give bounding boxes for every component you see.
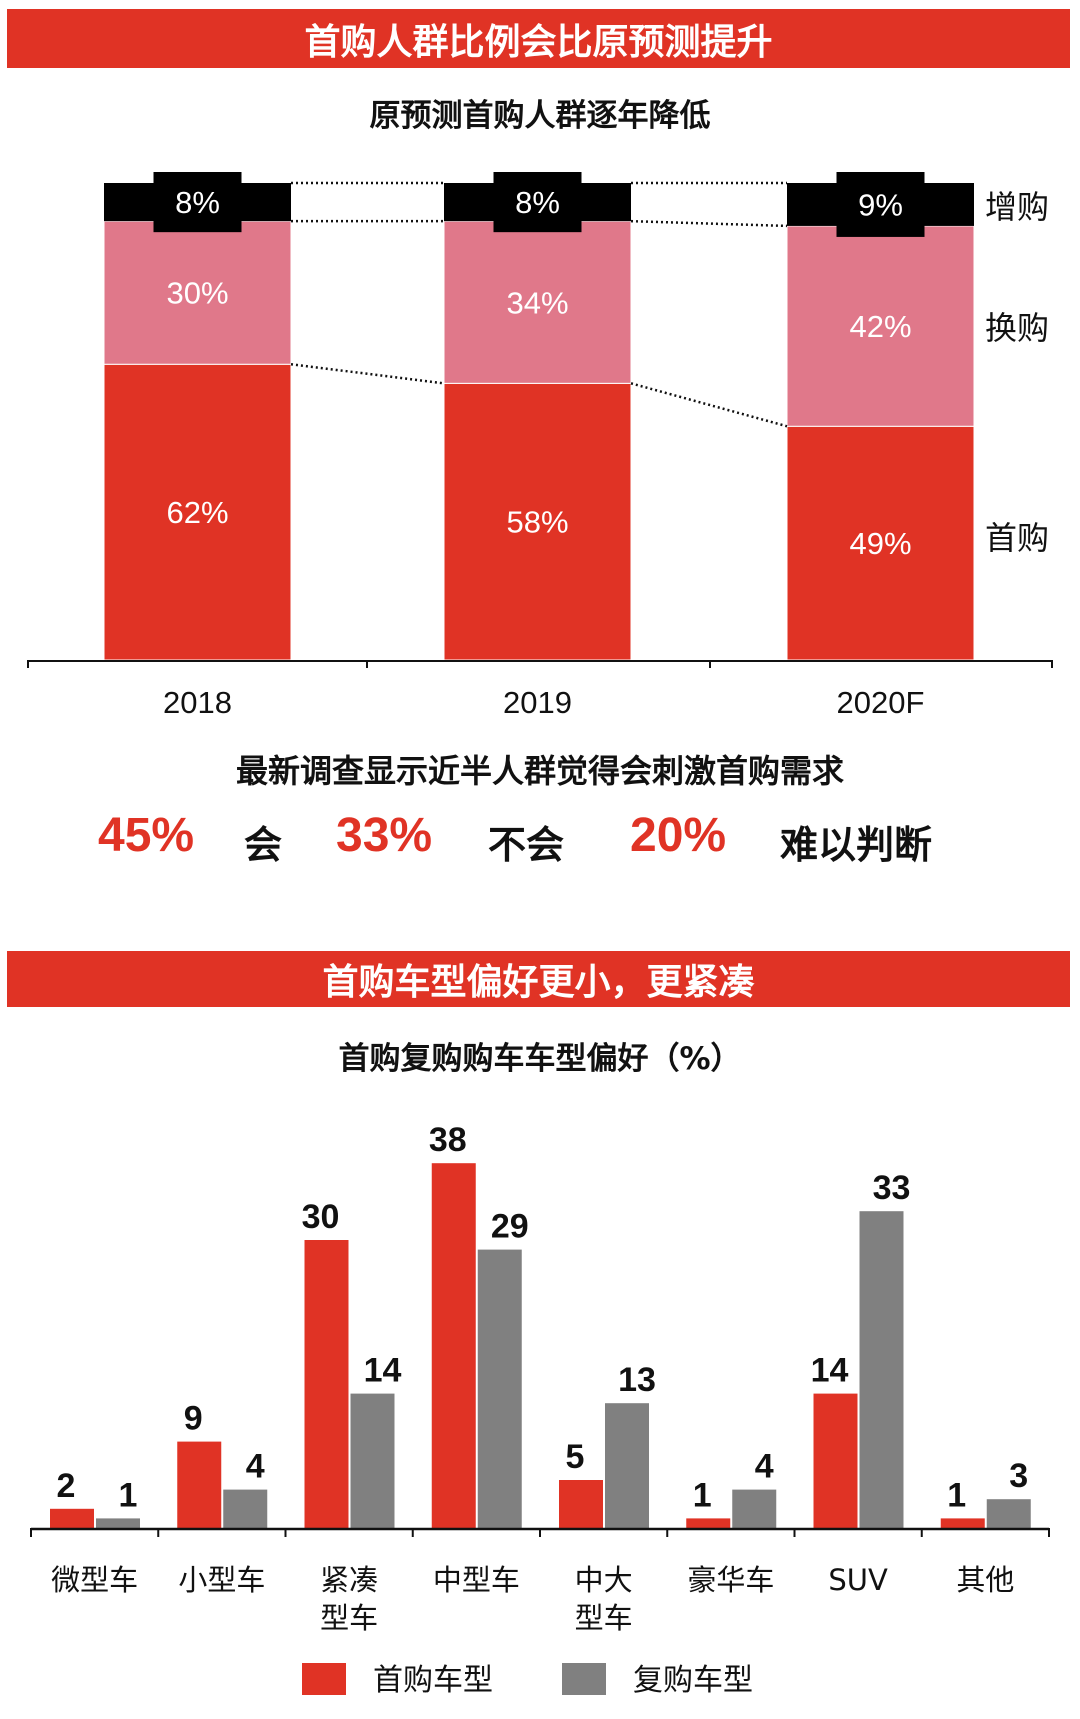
value-tag bbox=[153, 172, 242, 233]
data-label: 9 bbox=[184, 1400, 203, 1438]
data-label: 4 bbox=[755, 1448, 774, 1486]
stat-yes-label: 会 bbox=[244, 823, 283, 867]
legend-label: 复购车型 bbox=[633, 1663, 753, 1698]
data-label: 1 bbox=[119, 1476, 138, 1514]
chart2-title: 首购复购购车车型偏好（%） bbox=[338, 1041, 742, 1077]
data-label: 8% bbox=[175, 185, 220, 220]
bar-segment-换购 bbox=[103, 220, 292, 365]
x-tick-label: 中型车 bbox=[433, 1563, 520, 1597]
survey-title: 最新调查显示近半人群觉得会刺激首购需求 bbox=[235, 752, 844, 790]
data-label: 9% bbox=[858, 187, 903, 222]
x-tick-label: 微型车 bbox=[51, 1563, 138, 1597]
dotted-connector bbox=[290, 363, 445, 385]
bar-segment-换购 bbox=[786, 225, 975, 427]
bar-repeat-purchase bbox=[859, 1211, 904, 1528]
data-label: 30% bbox=[166, 276, 228, 311]
x-tick-label: 2020F bbox=[837, 685, 925, 720]
data-label: 3 bbox=[1009, 1457, 1028, 1495]
legend-label-增购: 增购 bbox=[985, 188, 1049, 226]
bar-repeat-purchase bbox=[732, 1489, 777, 1528]
bar-repeat-purchase bbox=[477, 1249, 522, 1528]
bar-first-purchase bbox=[304, 1240, 349, 1528]
x-tick-label: 2018 bbox=[163, 685, 232, 720]
stat-unsure-value: 20% bbox=[630, 809, 727, 862]
data-label: 1 bbox=[693, 1476, 712, 1514]
data-label: 1 bbox=[947, 1476, 966, 1514]
bar-segment-首购 bbox=[103, 363, 292, 661]
stat-unsure-label: 难以判断 bbox=[780, 823, 933, 867]
x-tick-label: 型车 bbox=[320, 1601, 378, 1635]
legend-label-首购: 首购 bbox=[985, 519, 1049, 557]
section2-banner: 首购车型偏好更小，更紧凑 bbox=[7, 951, 1070, 1007]
chart1-title: 原预测首购人群逐年降低 bbox=[369, 98, 711, 134]
data-label: 30 bbox=[302, 1198, 340, 1236]
data-label: 14 bbox=[811, 1352, 849, 1390]
bar-first-purchase bbox=[177, 1441, 222, 1528]
data-label: 34% bbox=[506, 285, 568, 320]
bar-repeat-purchase bbox=[350, 1393, 395, 1528]
section1-banner: 首购人群比例会比原预测提升 bbox=[7, 9, 1070, 68]
bar-segment-首购 bbox=[443, 382, 632, 661]
x-tick-label: 2019 bbox=[503, 685, 572, 720]
data-label: 42% bbox=[849, 309, 911, 344]
x-tick-label: 小型车 bbox=[178, 1563, 265, 1597]
legend-label-换购: 换购 bbox=[985, 309, 1049, 347]
data-label: 58% bbox=[506, 505, 568, 540]
data-label: 4 bbox=[246, 1448, 265, 1486]
data-label: 8% bbox=[515, 185, 560, 220]
data-label: 5 bbox=[566, 1438, 585, 1476]
stat-no-value: 33% bbox=[336, 809, 433, 862]
dotted-connector bbox=[630, 219, 788, 228]
stat-no-label: 不会 bbox=[488, 823, 565, 867]
bar-repeat-purchase bbox=[223, 1489, 268, 1528]
legend-swatch bbox=[562, 1663, 606, 1695]
stat-yes-value: 45% bbox=[98, 809, 195, 862]
bar-repeat-purchase bbox=[986, 1499, 1031, 1528]
x-tick-label: 型车 bbox=[575, 1601, 633, 1635]
data-label: 29 bbox=[491, 1208, 529, 1246]
x-tick-label: 其他 bbox=[956, 1563, 1014, 1597]
data-label: 62% bbox=[166, 495, 228, 530]
legend-swatch bbox=[302, 1663, 346, 1695]
bar-repeat-purchase bbox=[605, 1403, 649, 1528]
data-label: 49% bbox=[849, 526, 911, 561]
x-tick-label: SUV bbox=[828, 1563, 888, 1597]
bar-first-purchase bbox=[686, 1518, 731, 1528]
stacked-bar-chart: 62% 30% 8% 2018 58% 34% 8% 2019 49% 42% 9% 2020F 首购 换… bbox=[27, 172, 1053, 720]
data-label: 13 bbox=[618, 1361, 656, 1399]
bar-first-purchase bbox=[940, 1518, 985, 1528]
legend-label: 首购车型 bbox=[373, 1663, 493, 1698]
data-label: 33 bbox=[873, 1169, 911, 1207]
bar-first-purchase bbox=[50, 1508, 94, 1528]
data-label: 38 bbox=[429, 1121, 467, 1159]
bar-first-purchase bbox=[813, 1393, 858, 1528]
dotted-connector bbox=[630, 382, 788, 428]
x-tick-label: 中大 bbox=[575, 1563, 633, 1597]
bar-repeat-purchase bbox=[96, 1518, 140, 1528]
data-label: 2 bbox=[57, 1467, 76, 1505]
bar-segment-首购 bbox=[786, 425, 975, 661]
x-tick-label: 紧凑 bbox=[320, 1563, 378, 1597]
data-label: 14 bbox=[364, 1352, 402, 1390]
value-tag bbox=[836, 172, 925, 237]
x-tick-label: 豪华车 bbox=[687, 1563, 774, 1597]
bar-first-purchase bbox=[431, 1163, 476, 1528]
bar-first-purchase bbox=[559, 1480, 603, 1528]
value-tag bbox=[493, 172, 582, 233]
